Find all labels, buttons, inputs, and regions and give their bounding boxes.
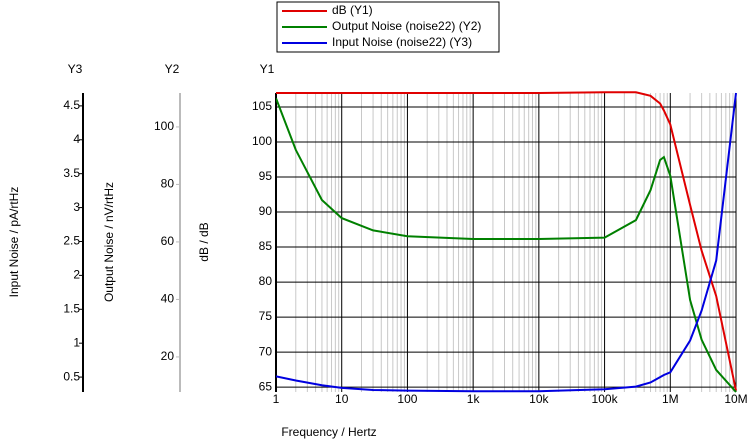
legend: dB (Y1) Output Noise (noise22) (Y2) Input …: [282, 3, 481, 49]
x-tick-label: 1M: [662, 392, 679, 406]
y3-tick-label: 3: [73, 200, 80, 214]
y3-tick-label: 1.5: [63, 301, 80, 315]
y3-axis-name: Y3: [68, 62, 83, 76]
y3-tick-label: 2.5: [63, 234, 80, 248]
y1-tick-label: 85: [259, 239, 273, 253]
y1-tick-label: 100: [252, 134, 272, 148]
x-tick-label: 10k: [529, 392, 549, 406]
y2-axis-name: Y2: [165, 62, 180, 76]
y1-tick-label: 80: [259, 274, 273, 288]
y1-axis-title: dB / dB: [197, 222, 211, 261]
y3-axis-title: Input Noise / pA/rtHz: [7, 187, 21, 298]
y2-tick-label: 20: [161, 349, 175, 363]
y1-tick-label: 90: [259, 204, 273, 218]
legend-label: Input Noise (noise22) (Y3): [332, 35, 472, 49]
x-tick-label: 10: [335, 392, 349, 406]
y1-tick-label: 105: [252, 99, 272, 113]
y2-tick-label: 40: [161, 292, 175, 306]
x-tick-label: 1: [273, 392, 280, 406]
series-line: [276, 92, 737, 393]
y1-tick-label: 95: [259, 169, 273, 183]
y2-tick-label: 60: [161, 234, 175, 248]
y2-tick-label: 80: [161, 177, 175, 191]
legend-label: Output Noise (noise22) (Y2): [332, 19, 481, 33]
y3-tick-label: 3.5: [63, 166, 80, 180]
x-tick-label: 100: [397, 392, 417, 406]
x-axis-title: Frequency / Hertz: [281, 425, 376, 439]
series-line: [276, 97, 737, 393]
x-tick-label: 10M: [724, 392, 747, 406]
y1-tick-label: 65: [259, 379, 273, 393]
legend-label: dB (Y1): [332, 3, 373, 17]
y3-tick-label: 4.5: [63, 98, 80, 112]
y2-axis-title: Output Noise / nV/rtHz: [102, 182, 116, 302]
series-line: [276, 91, 737, 391]
x-tick-label: 1k: [467, 392, 481, 406]
y1-tick-label: 70: [259, 344, 273, 358]
y3-tick-label: 1: [73, 335, 80, 349]
y2-tick-label: 100: [154, 119, 174, 133]
y3-tick-label: 4: [73, 132, 80, 146]
y1-tick-label: 75: [259, 309, 273, 323]
x-tick-label: 100k: [592, 392, 619, 406]
y3-tick-label: 0.5: [63, 369, 80, 383]
y3-tick-label: 2: [73, 268, 80, 282]
y1-axis-name: Y1: [260, 62, 275, 76]
